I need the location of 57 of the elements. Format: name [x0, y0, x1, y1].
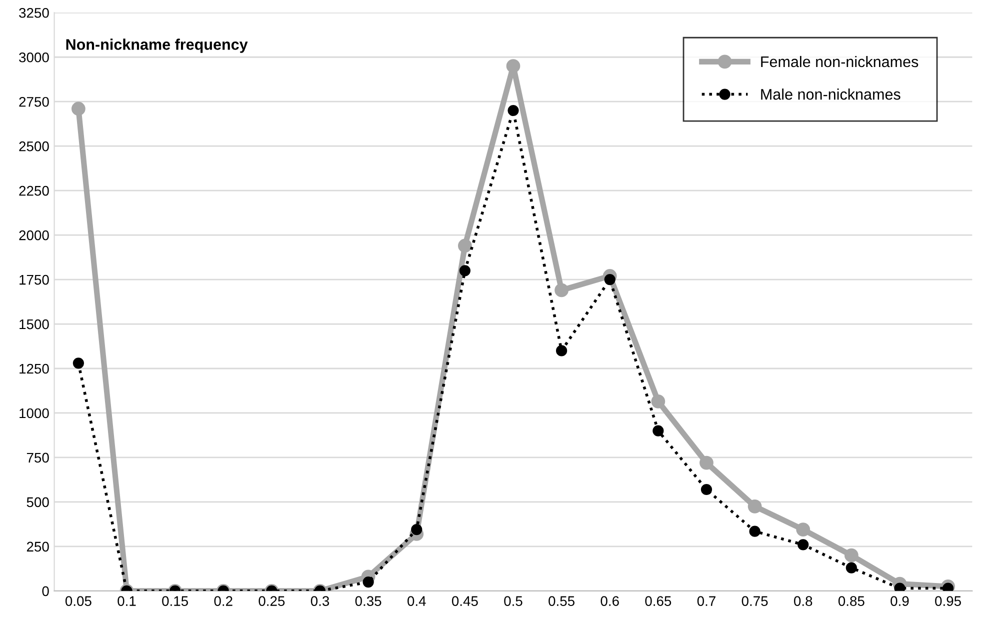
x-tick-label: 0.45 [452, 596, 478, 606]
text: Non-nickname frequency [66, 38, 248, 53]
point [72, 358, 84, 369]
point [508, 104, 519, 116]
y-tick-label: 2750 [19, 96, 49, 107]
x-tick-label: 0.95 [935, 596, 961, 606]
point [749, 526, 760, 537]
y-tick-label: 3000 [19, 52, 49, 62]
point [652, 425, 664, 436]
point [651, 394, 666, 408]
y-tick-label: 2250 [19, 186, 49, 196]
point [556, 345, 568, 356]
y-tick-label: 2000 [19, 230, 49, 240]
point [700, 484, 712, 496]
y-tick-label: 500 [26, 497, 49, 508]
y-tick-label: 1250 [20, 364, 49, 374]
x-tick-label: 0.5 [504, 596, 522, 606]
point [798, 539, 809, 550]
x-tick-label: 0.4 [408, 596, 426, 606]
y-tick-label: 1000 [20, 408, 49, 418]
point [458, 238, 472, 253]
point [796, 522, 810, 536]
x-tick-label: 0.9 [890, 596, 909, 606]
x-tick-label: 0.55 [548, 596, 574, 606]
y-tick-label: 1750 [20, 274, 49, 285]
point [604, 274, 616, 286]
y-tick-label: 750 [26, 452, 49, 463]
x-tick-label: 0.2 [214, 596, 232, 606]
x-tick-label: 0.6 [600, 596, 619, 606]
x-tick-label: 0.15 [162, 596, 188, 606]
point [506, 59, 520, 73]
y-tick-label: 1500 [20, 319, 49, 330]
point [700, 456, 714, 470]
y-tick-label: 2500 [19, 141, 49, 152]
point [411, 524, 422, 536]
point [362, 576, 374, 588]
x-tick-label: 0.8 [794, 596, 812, 606]
x-tick-label: 0.35 [355, 596, 382, 606]
point [459, 265, 470, 276]
x-tick-label: 0.85 [838, 596, 864, 606]
x-tick-label: 0.7 [697, 596, 716, 606]
y-tick-label: 250 [26, 542, 49, 552]
point [846, 562, 857, 574]
x-tick-label: 0.05 [65, 596, 92, 606]
point [71, 102, 86, 116]
y-tick-label: 0 [42, 586, 49, 596]
legend-label: Male non-nicknames [761, 88, 900, 100]
x-tick-label: 0.75 [742, 596, 768, 606]
x-tick-label: 0.25 [258, 596, 285, 606]
x-tick-label: 0.1 [118, 596, 136, 606]
x-tick-label: 0.3 [310, 596, 330, 606]
point [554, 283, 568, 298]
point [748, 499, 762, 514]
x-tick-label: 0.65 [645, 596, 672, 606]
legend-label: Female non-nicknames [761, 56, 918, 68]
point [844, 548, 858, 562]
y-tick-label: 3250 [19, 8, 49, 18]
